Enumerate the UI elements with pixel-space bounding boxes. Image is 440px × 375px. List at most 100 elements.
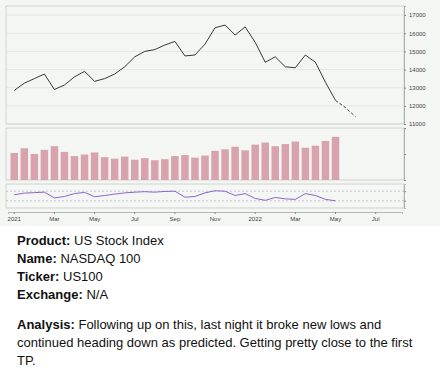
- y-tick-label: 16000: [409, 31, 426, 37]
- y-axis: [404, 129, 406, 181]
- y-tick: 15000: [404, 49, 426, 55]
- field-row: Ticker: US100: [17, 268, 426, 286]
- x-tick: 2022: [249, 212, 263, 222]
- volume-bar: [131, 160, 139, 180]
- x-tick-label: May: [330, 216, 341, 222]
- y-tick-label: 13000: [409, 85, 426, 91]
- x-tick-label: Sep: [170, 216, 181, 222]
- grid-line: [6, 200, 404, 201]
- x-tick: Sep: [170, 212, 181, 222]
- x-tick-label: 2021: [8, 216, 22, 222]
- volume-bar: [51, 146, 59, 180]
- field-label: Product:: [17, 233, 70, 248]
- y-tick: 14000: [404, 67, 426, 73]
- chart-svg: 11000 12000 13000 14000 15000 16000 17000 2021 M…: [0, 0, 440, 226]
- y-tick: [404, 128, 406, 129]
- grid-line: [6, 191, 404, 192]
- volume-bar: [272, 146, 280, 180]
- grid-line: [6, 33, 404, 34]
- y-tick-label: 12000: [409, 103, 426, 109]
- analysis-text: Following up on this, last night it brok…: [17, 317, 412, 368]
- x-tick-mark: [335, 212, 336, 214]
- analysis-label: Analysis:: [17, 317, 75, 332]
- x-tick: Jul: [131, 212, 139, 222]
- volume-bar: [101, 157, 109, 180]
- grid-line: [6, 124, 404, 125]
- plot-frame: [6, 128, 404, 180]
- volume-bar: [141, 158, 149, 180]
- marks: [14, 25, 355, 117]
- field-label: Ticker:: [17, 269, 59, 284]
- y-tick: [404, 191, 406, 192]
- x-tick-mark: [375, 212, 376, 214]
- y-tick: 11000: [404, 121, 426, 127]
- x-tick-label: May: [89, 216, 100, 222]
- volume-bar: [151, 160, 159, 180]
- volume-bar: [161, 159, 169, 180]
- price-line: [335, 100, 355, 116]
- volume-bar: [332, 137, 340, 180]
- volume-bar: [61, 152, 69, 180]
- x-tick: Mar: [290, 212, 300, 222]
- volume-bar: [71, 156, 79, 180]
- x-tick-mark: [295, 212, 296, 214]
- y-tick-mark: [404, 201, 406, 202]
- y-axis-line: [405, 7, 407, 125]
- volume-bar: [282, 144, 290, 180]
- volume-bar: [241, 150, 249, 180]
- y-tick-mark: [404, 106, 406, 107]
- volume-bar: [31, 154, 39, 180]
- y-tick: [404, 201, 406, 202]
- panel-2: [6, 184, 406, 209]
- field-value: NASDAQ 100: [60, 251, 140, 266]
- field-row: Exchange: N/A: [17, 286, 426, 304]
- volume-bar: [121, 157, 129, 180]
- volume-bar: [171, 156, 179, 180]
- x-tick-mark: [14, 212, 15, 214]
- x-tick: Mar: [49, 212, 59, 222]
- y-tick-mark: [404, 15, 406, 16]
- volume-bar: [302, 148, 310, 180]
- price-line: [14, 191, 335, 201]
- volume-bar: [201, 156, 209, 180]
- grid-line: [6, 105, 404, 106]
- volume-bar: [191, 158, 199, 180]
- x-tick-mark: [255, 212, 256, 214]
- y-tick-mark: [404, 51, 406, 52]
- volume-bar: [312, 146, 320, 180]
- y-tick: 16000: [404, 31, 426, 37]
- panel-1: [6, 128, 406, 181]
- analysis-row: Analysis: Following up on this, last nig…: [17, 316, 426, 370]
- y-tick: 13000: [404, 85, 426, 91]
- field-value: N/A: [86, 287, 108, 302]
- marks: [11, 137, 340, 180]
- volume-bar: [221, 149, 229, 180]
- grid-line: [6, 51, 404, 52]
- grid-line: [6, 69, 404, 70]
- x-tick-mark: [94, 212, 95, 214]
- price-line: [14, 25, 335, 100]
- field-row: Name: NASDAQ 100: [17, 250, 426, 268]
- y-tick-mark: [404, 33, 406, 34]
- y-tick-mark: [404, 154, 406, 155]
- x-tick: 2021: [8, 212, 22, 222]
- y-tick-label: 14000: [409, 67, 426, 73]
- volume-bar: [251, 145, 259, 180]
- y-tick: 17000: [404, 12, 426, 18]
- x-tick-label: 2022: [249, 216, 263, 222]
- y-tick-label: 17000: [409, 12, 426, 18]
- plot-frame: [6, 6, 404, 124]
- volume-bar: [211, 151, 219, 180]
- volume-bar: [292, 142, 300, 180]
- marks: [14, 191, 335, 201]
- y-tick-mark: [404, 124, 406, 125]
- y-tick-mark: [404, 88, 406, 89]
- volume-bar: [81, 155, 89, 180]
- y-tick-mark: [404, 128, 406, 129]
- volume-bar: [21, 148, 29, 180]
- y-tick: 12000: [404, 103, 426, 109]
- x-tick-mark: [174, 212, 175, 214]
- panel-0: 11000 12000 13000 14000 15000 16000 17000: [6, 6, 426, 127]
- x-tick-label: Mar: [49, 216, 59, 222]
- y-axis-line: [405, 185, 407, 209]
